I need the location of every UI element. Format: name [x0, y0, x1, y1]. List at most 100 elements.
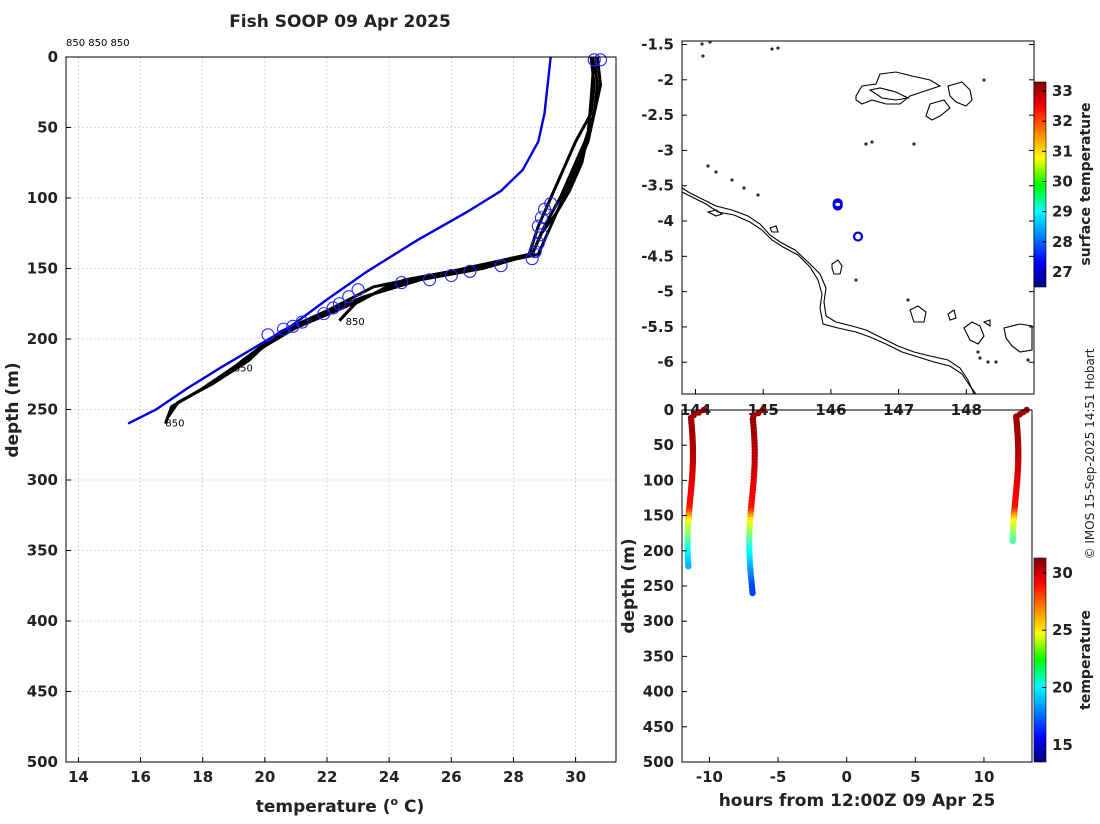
section-y-ticks: 0 50 100 150 200 250 300 350 400 450 500: [643, 401, 687, 771]
map-y-tick-label: -5.5: [641, 318, 674, 336]
section-y-tick-label: 350: [643, 647, 674, 665]
map-y-tick-label: -4: [657, 212, 674, 230]
section-x-tick-label: 0: [841, 768, 851, 786]
profile-marker: [286, 319, 300, 333]
profile-x-tick-label: 18: [192, 768, 213, 786]
profile-series: [127, 56, 602, 425]
map-colorbar-tick-label: 33: [1052, 82, 1073, 100]
map-y-tick-label: -3: [657, 141, 674, 159]
profile-markers: [261, 53, 608, 342]
profile-y-tick-label: 0: [48, 48, 58, 66]
map-colorbar-tick-label: 31: [1052, 142, 1073, 160]
map-colorbar: [1033, 81, 1047, 288]
profile-marker: [587, 53, 601, 67]
map-colorbar-label: surface temperature: [1078, 102, 1094, 265]
section-y-tick-label: 50: [653, 436, 674, 454]
profile-marker: [261, 328, 275, 342]
profile-y-tick-label: 400: [27, 612, 58, 630]
profile-y-tick-label: 500: [27, 753, 58, 771]
section-y-tick-label: 200: [643, 542, 674, 560]
profile-y-tick-label: 200: [27, 330, 58, 348]
profile-drop-label: 850: [165, 418, 184, 429]
map-y-tick-label: -5: [657, 283, 674, 301]
map-y-tick-label: -4.5: [641, 247, 674, 265]
section-x-tick-label: 5: [910, 768, 920, 786]
map-y-ticks: -1.5 -2 -2.5 -3 -3.5 -4 -4.5 -5 -5.5 -6: [641, 36, 1034, 371]
profile-axes-box: [65, 56, 617, 763]
section-x-ticks: -10 -5 0 5 10: [696, 757, 995, 786]
profile-marker: [276, 322, 291, 336]
profile-marker: [593, 53, 608, 67]
section-y-tick-label: 0: [664, 401, 674, 419]
section-y-tick-label: 250: [643, 577, 674, 595]
section-colorbar-ticks: 15 20 25 30: [1042, 564, 1073, 754]
profile-drop-4-line: [167, 56, 596, 418]
section-colorbar-label: temperature: [1078, 610, 1094, 710]
profile-x-ticks: 14 16 18 20 22 24 26 28 30: [68, 757, 586, 786]
map-y-tick-label: -1.5: [641, 36, 674, 54]
section-colorbar-tick-label: 30: [1052, 564, 1073, 582]
profile-y-tick-label: 100: [27, 189, 58, 207]
section-cast-point: [695, 409, 702, 416]
profile-climatology-line: [127, 56, 552, 425]
profile-y-label: depth (m): [3, 362, 23, 457]
profile-marker: [444, 268, 458, 283]
section-cast-point: [1009, 537, 1016, 545]
section-cast-point: [755, 409, 762, 417]
section-colorbar: [1033, 557, 1047, 763]
profile-marker: [534, 211, 548, 225]
profile-x-tick-label: 20: [254, 768, 275, 786]
profile-drop-labels: 850 850 850: [165, 317, 364, 430]
map-coastline: [681, 40, 1033, 395]
map-axes-box: [681, 40, 1035, 395]
map-y-tick-label: -2.5: [641, 106, 674, 124]
profile-marker: [531, 219, 545, 233]
profile-x-tick-label: 30: [565, 768, 586, 786]
profile-y-tick-label: 350: [27, 542, 58, 560]
section-y-tick-label: 400: [643, 683, 674, 701]
section-y-tick-label: 450: [643, 718, 674, 736]
profile-x-tick-label: 16: [130, 768, 151, 786]
profile-marker: [494, 259, 508, 273]
section-cast-point: [749, 589, 756, 597]
profile-marker: [525, 252, 539, 266]
map-colorbar-tick-label: 28: [1052, 233, 1073, 251]
map-drop-marker: [832, 200, 843, 211]
section-x-tick-label: 10: [974, 768, 995, 786]
profile-title: Fish SOOP 09 Apr 2025: [229, 12, 451, 32]
profile-marker: [351, 283, 365, 297]
profile-marker: [531, 236, 545, 250]
profile-y-tick-label: 150: [27, 260, 58, 278]
profile-marker: [317, 307, 331, 321]
map-colorbar-tick-label: 27: [1052, 263, 1073, 281]
profile-marker: [534, 228, 548, 242]
section-y-tick-label: 100: [643, 471, 674, 489]
section-colorbar-tick-label: 25: [1052, 621, 1073, 639]
profile-y-tick-label: 300: [27, 471, 58, 489]
section-x-tick-label: -10: [696, 768, 723, 786]
section-x-tick-label: -5: [770, 768, 787, 786]
profile-header-labels: 850 850 850: [66, 38, 130, 49]
map-colorbar-ticks: 27 28 29 30 31 32 33: [1042, 82, 1073, 281]
profile-y-tick-label: 250: [27, 401, 58, 419]
profile-marker: [463, 264, 477, 278]
map-colorbar-tick-label: 30: [1052, 172, 1073, 190]
section-cast-point: [685, 563, 692, 570]
profile-x-label: temperature (o C): [256, 795, 425, 817]
profile-marker: [528, 245, 542, 259]
section-casts: [684, 406, 1030, 597]
map-drop-marker: [852, 231, 864, 242]
profile-y-tick-label: 450: [27, 683, 58, 701]
map-colorbar-tick-label: 32: [1052, 112, 1073, 130]
profile-x-tick-label: 22: [317, 768, 338, 786]
section-colorbar-tick-label: 20: [1052, 679, 1073, 697]
profile-x-tick-label: 26: [441, 768, 462, 786]
profile-x-tick-label: 14: [68, 768, 89, 786]
map-drop-locations: [832, 198, 864, 242]
profile-grid: [66, 56, 616, 763]
profile-y-ticks: 0 50 100 150 200 250 300 350 400 450 500: [27, 48, 71, 771]
profile-drop-1-line: [338, 56, 599, 322]
section-y-tick-label: 150: [643, 507, 674, 525]
profile-marker: [395, 276, 409, 290]
